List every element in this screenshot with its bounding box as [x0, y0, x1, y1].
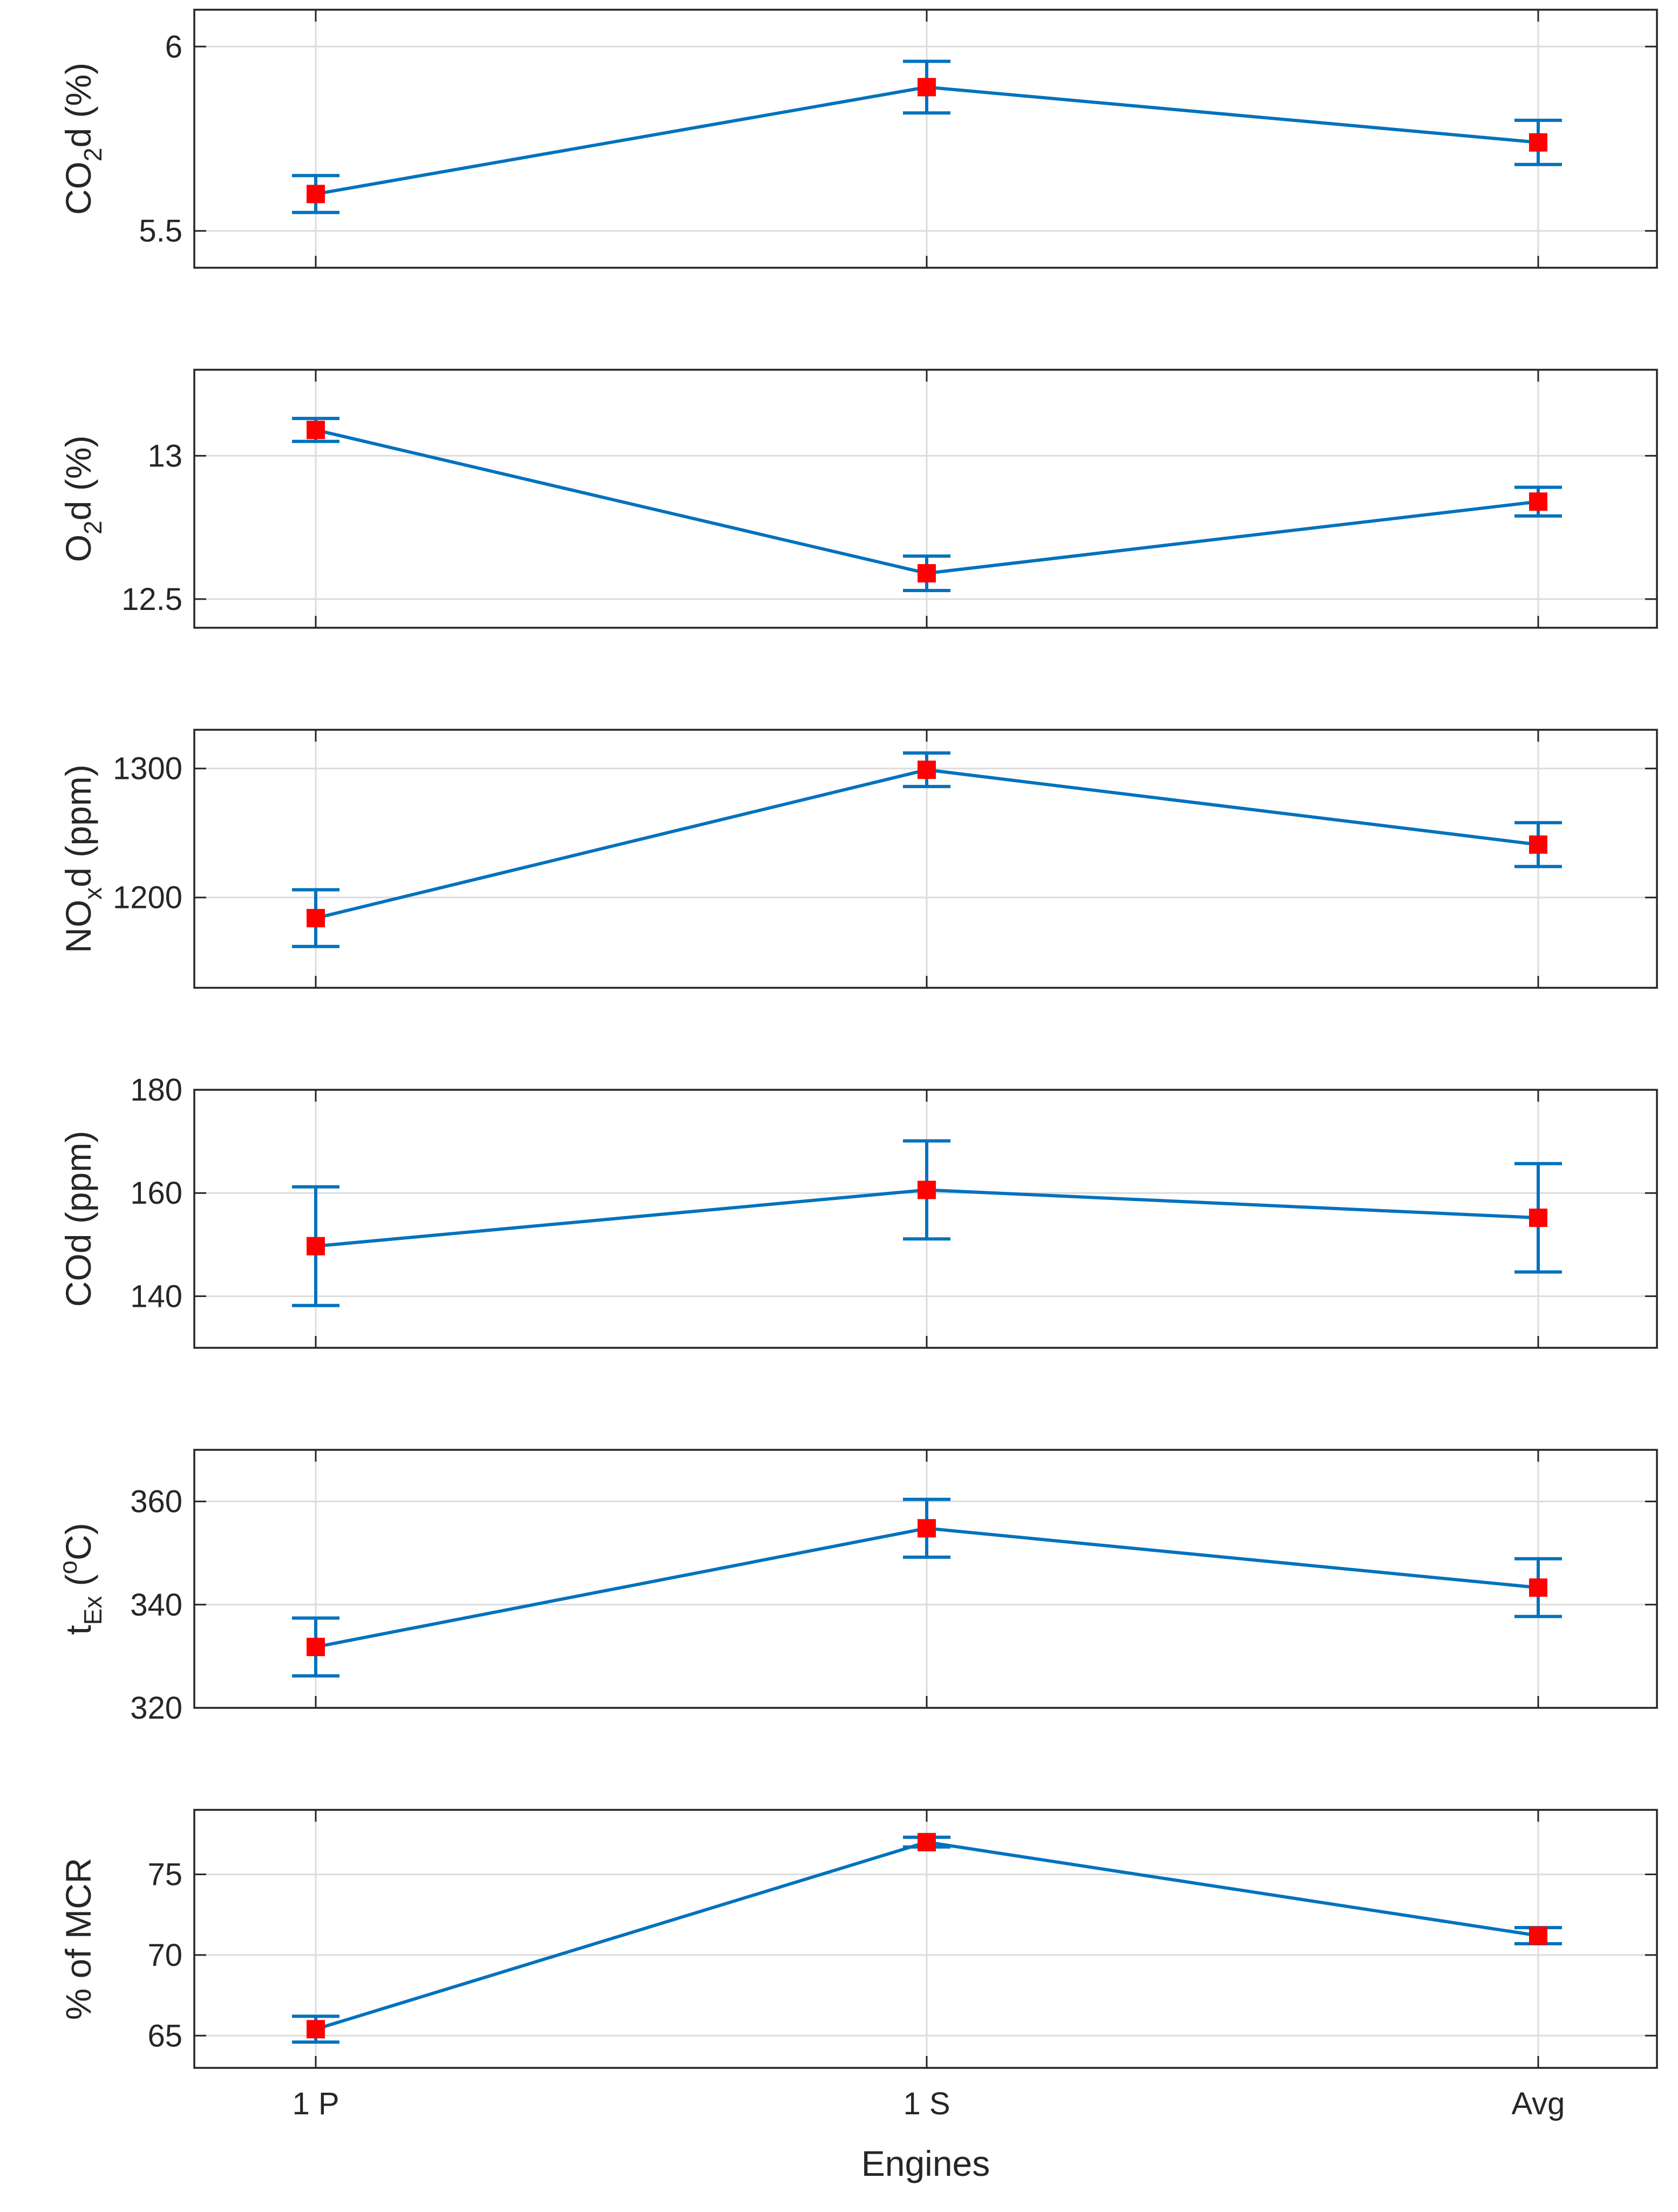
axes-frame — [193, 1809, 1658, 2069]
x-tick-label: 1 S — [903, 2086, 950, 2121]
data-point — [307, 1638, 325, 1657]
data-point — [1529, 1578, 1547, 1597]
data-point — [307, 1237, 325, 1256]
data-point — [307, 908, 325, 927]
y-axis-label: NOxd (ppm) — [58, 764, 107, 953]
subplot-co2: 5.5 6 CO2d (%) — [58, 9, 1658, 269]
plot-area — [194, 1810, 1657, 2068]
x-axis-label: Engines — [861, 2143, 990, 2183]
y-tick-label: 1300 — [113, 751, 182, 786]
axes-frame — [193, 1089, 1658, 1349]
plot-area — [194, 1450, 1657, 1708]
y-tick-label: 320 — [130, 1691, 182, 1726]
y-axis-label: % of MCR — [58, 1858, 98, 2020]
data-point — [1529, 835, 1547, 854]
y-axis-label: O2d (%) — [58, 436, 107, 562]
x-tick-label: 1 P — [292, 2086, 339, 2121]
y-tick-label: 340 — [130, 1587, 182, 1623]
y-tick-label: 160 — [130, 1176, 182, 1211]
data-point — [1529, 492, 1547, 511]
data-point — [307, 420, 325, 439]
y-tick-label: 13 — [147, 438, 182, 473]
data-point — [307, 2020, 325, 2039]
axes-frame — [193, 1449, 1658, 1709]
subplot-o2: 12.5 13 O2d (%) — [58, 369, 1658, 629]
data-point — [918, 78, 936, 97]
y-tick-label: 6 — [165, 29, 182, 64]
data-point — [918, 564, 936, 583]
y-tick-label: 75 — [147, 1857, 182, 1892]
y-tick-label: 180 — [130, 1073, 182, 1108]
subplot-mcr: 65 70 75 % of MCR — [58, 1809, 1658, 2069]
axes-frame — [193, 729, 1658, 989]
y-axis-label: tEx (oC) — [54, 1523, 107, 1635]
y-tick-label: 1200 — [113, 880, 182, 915]
data-point — [1529, 1926, 1547, 1945]
y-tick-label: 70 — [147, 1938, 182, 1973]
y-tick-label: 12.5 — [121, 582, 182, 617]
data-point — [918, 761, 936, 779]
data-point — [918, 1519, 936, 1538]
y-tick-label: 360 — [130, 1484, 182, 1519]
data-point — [918, 1180, 936, 1199]
y-axis-label: CO2d (%) — [58, 63, 107, 215]
data-point — [307, 185, 325, 203]
plot-area — [194, 10, 1657, 268]
x-tick-label: Avg — [1512, 2086, 1565, 2121]
y-axis-label: COd (ppm) — [58, 1131, 98, 1307]
axes-frame — [193, 369, 1658, 629]
axes-frame — [193, 9, 1658, 269]
subplot-co: 140 160 180 COd (ppm) — [58, 1073, 1658, 1349]
subplot-tex: 320 340 360 tEx (oC) — [54, 1449, 1658, 1726]
y-tick-label: 5.5 — [139, 214, 182, 249]
y-tick-label: 140 — [130, 1279, 182, 1314]
data-point — [1529, 133, 1547, 152]
data-point — [1529, 1209, 1547, 1227]
y-tick-label: 65 — [147, 2018, 182, 2053]
data-point — [918, 1833, 936, 1851]
